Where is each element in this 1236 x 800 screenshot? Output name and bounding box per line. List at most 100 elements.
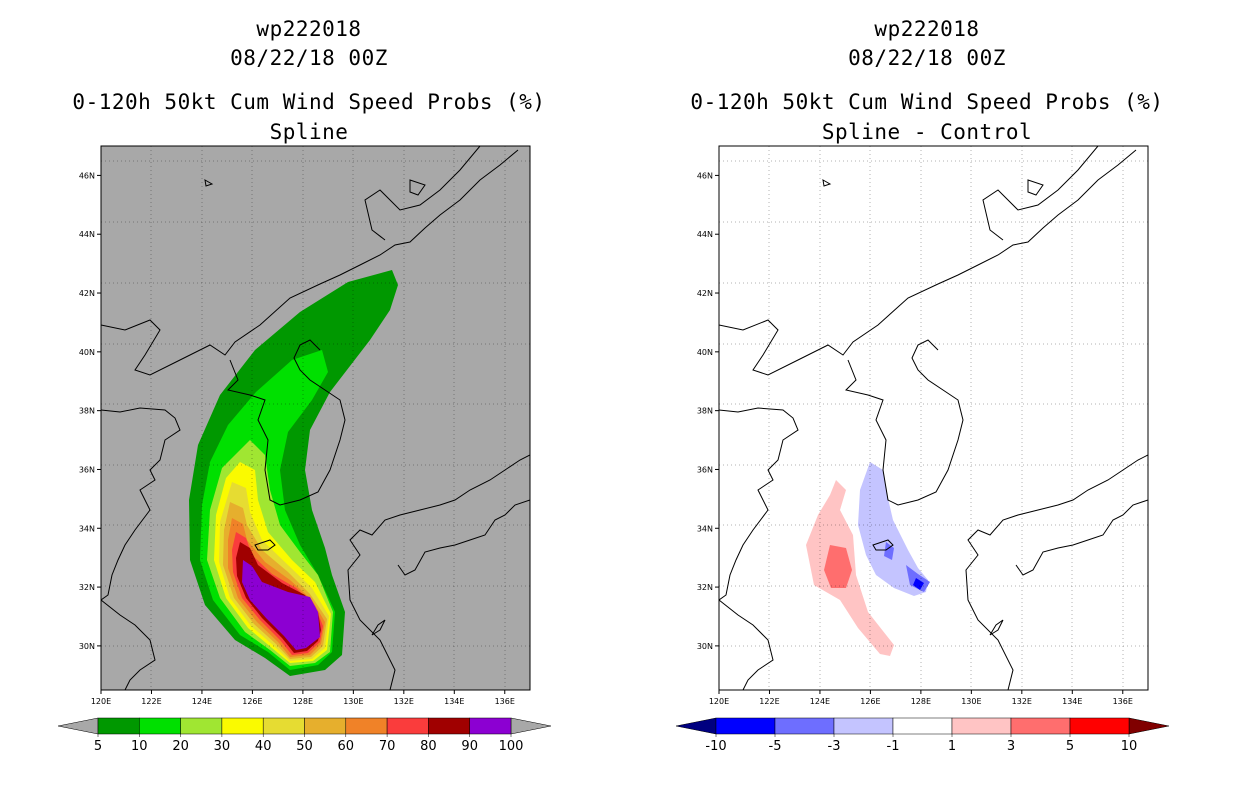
left-panel: wp222018 08/22/18 00Z 0-120h 50kt Cum Wi…: [57, 17, 552, 754]
colorbar-swatch: [469, 717, 512, 735]
diff-neg-3b-contour: [906, 565, 930, 592]
colorbar-label: 70: [379, 739, 396, 754]
lat-tick-label: 42N: [697, 289, 713, 298]
colorbar: 5 10 20 30 40 50 60 70 80 90 100: [57, 717, 552, 754]
lat-tick-label: 46N: [697, 171, 713, 180]
lat-lon-grid: [101, 146, 530, 690]
axis-ticks: 120E 122E 124E 126E 128E 130E 132E 134E 136E 30N 3…: [697, 171, 1133, 706]
lon-tick-label: 122E: [141, 697, 161, 706]
lon-tick-label: 120E: [709, 697, 729, 706]
colorbar-swatch: [715, 717, 776, 735]
colorbar-label: -1: [887, 739, 900, 754]
lon-tick-label: 126E: [242, 697, 262, 706]
colorbar-label: 10: [131, 739, 148, 754]
lat-tick-label: 40N: [697, 348, 713, 357]
panel-subtitle: Spline: [269, 120, 349, 144]
lat-tick-label: 42N: [79, 289, 95, 298]
colorbar-label: -3: [828, 739, 841, 754]
lat-tick-label: 30N: [79, 642, 95, 651]
colorbar-label: 100: [499, 739, 524, 754]
probability-map: 120E 122E 124E 126E 128E 130E 132E 134E 136E 30N 3…: [57, 145, 552, 754]
colorbar-swatch: [892, 717, 953, 735]
product-title: 0-120h 50kt Cum Wind Speed Probs (%): [690, 90, 1164, 114]
lat-tick-label: 44N: [697, 230, 713, 239]
datetime: 08/22/18 00Z: [848, 46, 1006, 70]
colorbar-swatch: [1010, 717, 1071, 735]
coastlines: [101, 146, 530, 690]
lat-tick-label: 38N: [697, 407, 713, 416]
colorbar-swatch: [180, 717, 223, 735]
lon-tick-label: 136E: [1113, 697, 1133, 706]
lat-tick-label: 30N: [697, 642, 713, 651]
map-frame: [718, 145, 1149, 691]
colorbar-swatch: [774, 717, 835, 735]
lon-tick-label: 128E: [293, 697, 313, 706]
lat-lon-grid: [719, 146, 1148, 690]
lat-tick-label: 32N: [697, 583, 713, 592]
colorbar-label: 80: [420, 739, 437, 754]
lon-tick-label: 130E: [343, 697, 363, 706]
colorbar-swatch: [951, 717, 1012, 735]
datetime: 08/22/18 00Z: [230, 46, 388, 70]
lat-tick-label: 44N: [79, 230, 95, 239]
colorbar-label: 5: [1066, 739, 1074, 754]
lat-tick-label: 46N: [79, 171, 95, 180]
lon-tick-label: 124E: [810, 697, 830, 706]
colorbar-high-arrow: [510, 717, 552, 735]
probability-swath: [101, 146, 530, 690]
prob-100-contour: [242, 560, 320, 650]
product-title: 0-120h 50kt Cum Wind Speed Probs (%): [72, 90, 546, 114]
right-panel: wp222018 08/22/18 00Z 0-120h 50kt Cum Wi…: [618, 0, 1236, 800]
map-frame: [100, 145, 531, 691]
colorbar-label: 30: [214, 739, 231, 754]
lon-tick-label: 128E: [911, 697, 931, 706]
colorbar-label: 1: [948, 739, 956, 754]
colorbar-swatch: [97, 717, 140, 735]
lon-tick-label: 124E: [192, 697, 212, 706]
difference-map: 120E 122E 124E 126E 128E 130E 132E 134E 136E 30N 3…: [675, 145, 1170, 754]
panel-subtitle: Spline - Control: [821, 120, 1033, 144]
storm-id: wp222018: [874, 17, 980, 41]
lat-tick-label: 34N: [697, 524, 713, 533]
map-background: [719, 146, 1148, 690]
colorbar-swatch: [428, 717, 470, 735]
difference-field: [719, 146, 1148, 690]
colorbar-label: 90: [461, 739, 478, 754]
colorbar-label: 3: [1007, 739, 1015, 754]
colorbar-swatch: [139, 717, 181, 735]
colorbar: -10 -5 -3 -1 1 3 5 10: [675, 717, 1170, 754]
lon-tick-label: 122E: [759, 697, 779, 706]
lat-tick-label: 40N: [79, 348, 95, 357]
colorbar-label: 10: [1121, 739, 1138, 754]
coastlines: [719, 146, 1148, 690]
lat-tick-label: 34N: [79, 524, 95, 533]
colorbar-swatch: [262, 717, 305, 735]
lat-tick-label: 38N: [79, 407, 95, 416]
diff-neg-1-contour: [858, 462, 928, 596]
lon-tick-label: 120E: [91, 697, 111, 706]
lon-tick-label: 130E: [961, 697, 981, 706]
colorbar-label: 20: [172, 739, 189, 754]
colorbar-swatch: [345, 717, 388, 735]
lon-tick-label: 134E: [1062, 697, 1082, 706]
diff-pos-3-contour: [824, 545, 852, 588]
colorbar-swatch: [221, 717, 264, 735]
lat-tick-label: 36N: [79, 465, 95, 474]
lon-tick-label: 136E: [495, 697, 515, 706]
lon-tick-label: 134E: [444, 697, 464, 706]
lat-tick-label: 32N: [79, 583, 95, 592]
colorbar-low-arrow: [57, 717, 99, 735]
colorbar-swatch: [386, 717, 429, 735]
lon-tick-label: 132E: [394, 697, 414, 706]
colorbar-label: 50: [296, 739, 313, 754]
colorbar-low-arrow: [675, 717, 717, 735]
lon-tick-label: 132E: [1012, 697, 1032, 706]
colorbar-label: -10: [705, 739, 726, 754]
storm-id: wp222018: [256, 17, 362, 41]
colorbar-label: 5: [94, 739, 102, 754]
colorbar-swatch: [304, 717, 347, 735]
colorbar-label: -5: [769, 739, 782, 754]
colorbar-swatch: [1069, 717, 1130, 735]
colorbar-label: 40: [255, 739, 272, 754]
colorbar-high-arrow: [1128, 717, 1170, 735]
